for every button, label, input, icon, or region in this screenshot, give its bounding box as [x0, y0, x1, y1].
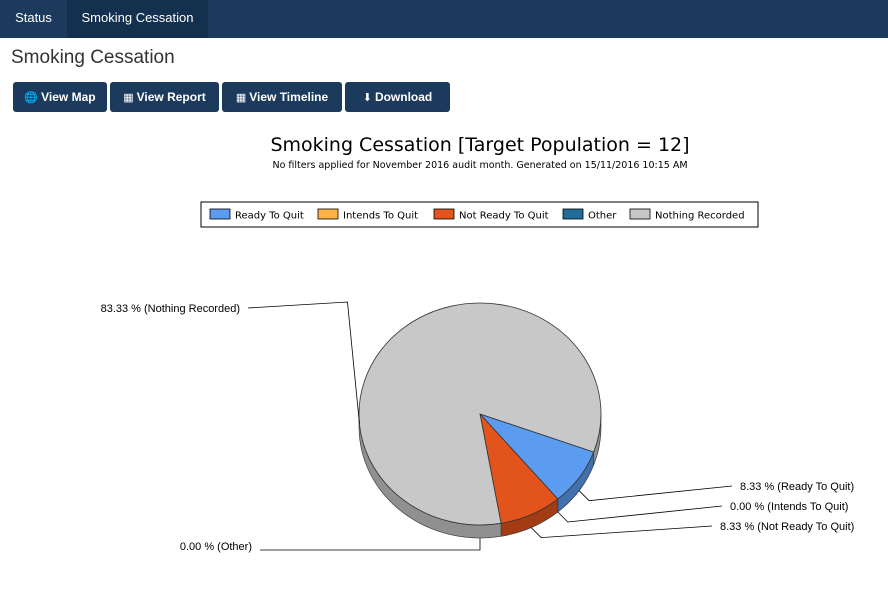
pie-layer: [358, 302, 602, 539]
legend-swatch-not-ready-to-quit: [433, 208, 455, 220]
data-label-ready-to-quit: 8.33 % (Ready To Quit): [740, 481, 854, 493]
data-label-other: 0.00 % (Other): [180, 541, 252, 553]
leader-line-not-ready-to-quit: [530, 525, 713, 539]
legend-box: [200, 201, 759, 228]
legend-label-ready-to-quit: Ready To Quit: [235, 211, 304, 222]
globe-icon: 🌐: [24, 92, 39, 104]
view-map-label: View Map: [41, 90, 96, 104]
tab-smoking-cessation[interactable]: Smoking Cessation: [67, 0, 208, 38]
legend-swatch-nothing-recorded: [629, 208, 651, 220]
top-nav-bar: Status Smoking Cessation: [0, 0, 888, 38]
legend-label-intends-to-quit: Intends To Quit: [343, 211, 418, 222]
legend-swatch-intends-to-quit: [317, 208, 339, 220]
pie-chart: Smoking Cessation [Target Population = 1…: [101, 134, 855, 553]
download-button[interactable]: ⬇ Download: [345, 82, 450, 112]
table-icon: ▦: [235, 92, 247, 104]
pie-labels: 8.33 % (Ready To Quit) 0.00 % (Intends To…: [101, 301, 854, 553]
page-title: Smoking Cessation: [11, 47, 175, 68]
data-label-not-ready-to-quit: 8.33 % (Not Ready To Quit): [720, 521, 854, 533]
legend-swatch-ready-to-quit: [209, 208, 231, 220]
tab-status[interactable]: Status: [15, 10, 52, 25]
legend-label-other: Other: [588, 211, 617, 222]
pie-slice-nothing-recorded: [358, 302, 602, 526]
view-report-label: View Report: [136, 90, 206, 104]
view-timeline-label: View Timeline: [249, 90, 329, 104]
chart-subtitle: No filters applied for November 2016 aud…: [272, 160, 687, 171]
download-label: Download: [374, 90, 433, 104]
leader-line-intends-to-quit: [557, 505, 723, 523]
leader-line-nothing-recorded: [247, 301, 360, 424]
download-icon: ⬇: [362, 92, 372, 104]
leader-line-other: [260, 538, 481, 551]
chart-legend: Ready To Quit Intends To Quit Not Ready To…: [200, 201, 759, 228]
legend-label-not-ready-to-quit: Not Ready To Quit: [459, 211, 549, 222]
table-icon: ▦: [123, 92, 134, 104]
legend-label-nothing-recorded: Nothing Recorded: [655, 211, 745, 222]
legend-swatch-other: [562, 208, 584, 220]
view-timeline-button[interactable]: ▦ View Timeline: [222, 82, 342, 112]
data-label-nothing-recorded: 83.33 % (Nothing Recorded): [101, 303, 240, 315]
leader-line-ready-to-quit: [578, 485, 733, 502]
view-report-button[interactable]: ▦ View Report: [110, 82, 219, 112]
chart-title: Smoking Cessation [Target Population = 1…: [270, 134, 689, 156]
view-map-button[interactable]: 🌐 View Map: [13, 82, 107, 112]
data-label-intends-to-quit: 0.00 % (Intends To Quit): [730, 501, 848, 513]
